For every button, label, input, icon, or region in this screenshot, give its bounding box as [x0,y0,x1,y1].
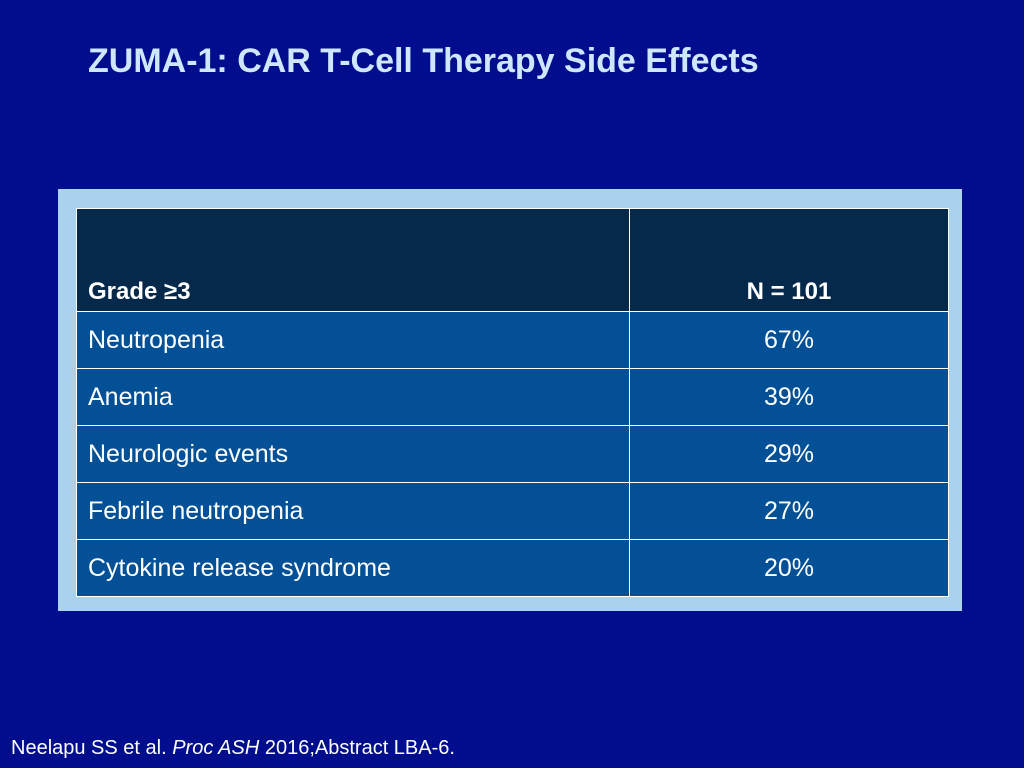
table-row: Cytokine release syndrome 20% [76,539,949,597]
row-value: 39% [629,368,949,426]
citation-authors: Neelapu SS et al. [11,737,167,759]
row-value: 27% [629,482,949,540]
table-row: Neutropenia 67% [76,311,949,369]
citation-details: 2016;Abstract LBA-6. [264,737,455,759]
table-row: Febrile neutropenia 27% [76,482,949,540]
citation-journal: Proc ASH [172,737,260,759]
row-event: Febrile neutropenia [76,482,630,540]
row-event: Neurologic events [76,425,630,483]
row-value: 29% [629,425,949,483]
row-event: Neutropenia [76,311,630,369]
row-event: Anemia [76,368,630,426]
table-header-row: Grade ≥3 N = 101 [76,208,949,312]
row-value: 20% [629,539,949,597]
row-event: Cytokine release syndrome [76,539,630,597]
slide-title: ZUMA-1: CAR T-Cell Therapy Side Effects [88,42,759,80]
table-row: Anemia 39% [76,368,949,426]
header-n: N = 101 [629,208,949,312]
row-value: 67% [629,311,949,369]
header-grade: Grade ≥3 [76,208,630,312]
citation: Neelapu SS et al. Proc ASH 2016;Abstract… [11,737,455,760]
side-effects-table: Grade ≥3 N = 101 Neutropenia 67% Anemia … [76,208,949,597]
table-row: Neurologic events 29% [76,425,949,483]
